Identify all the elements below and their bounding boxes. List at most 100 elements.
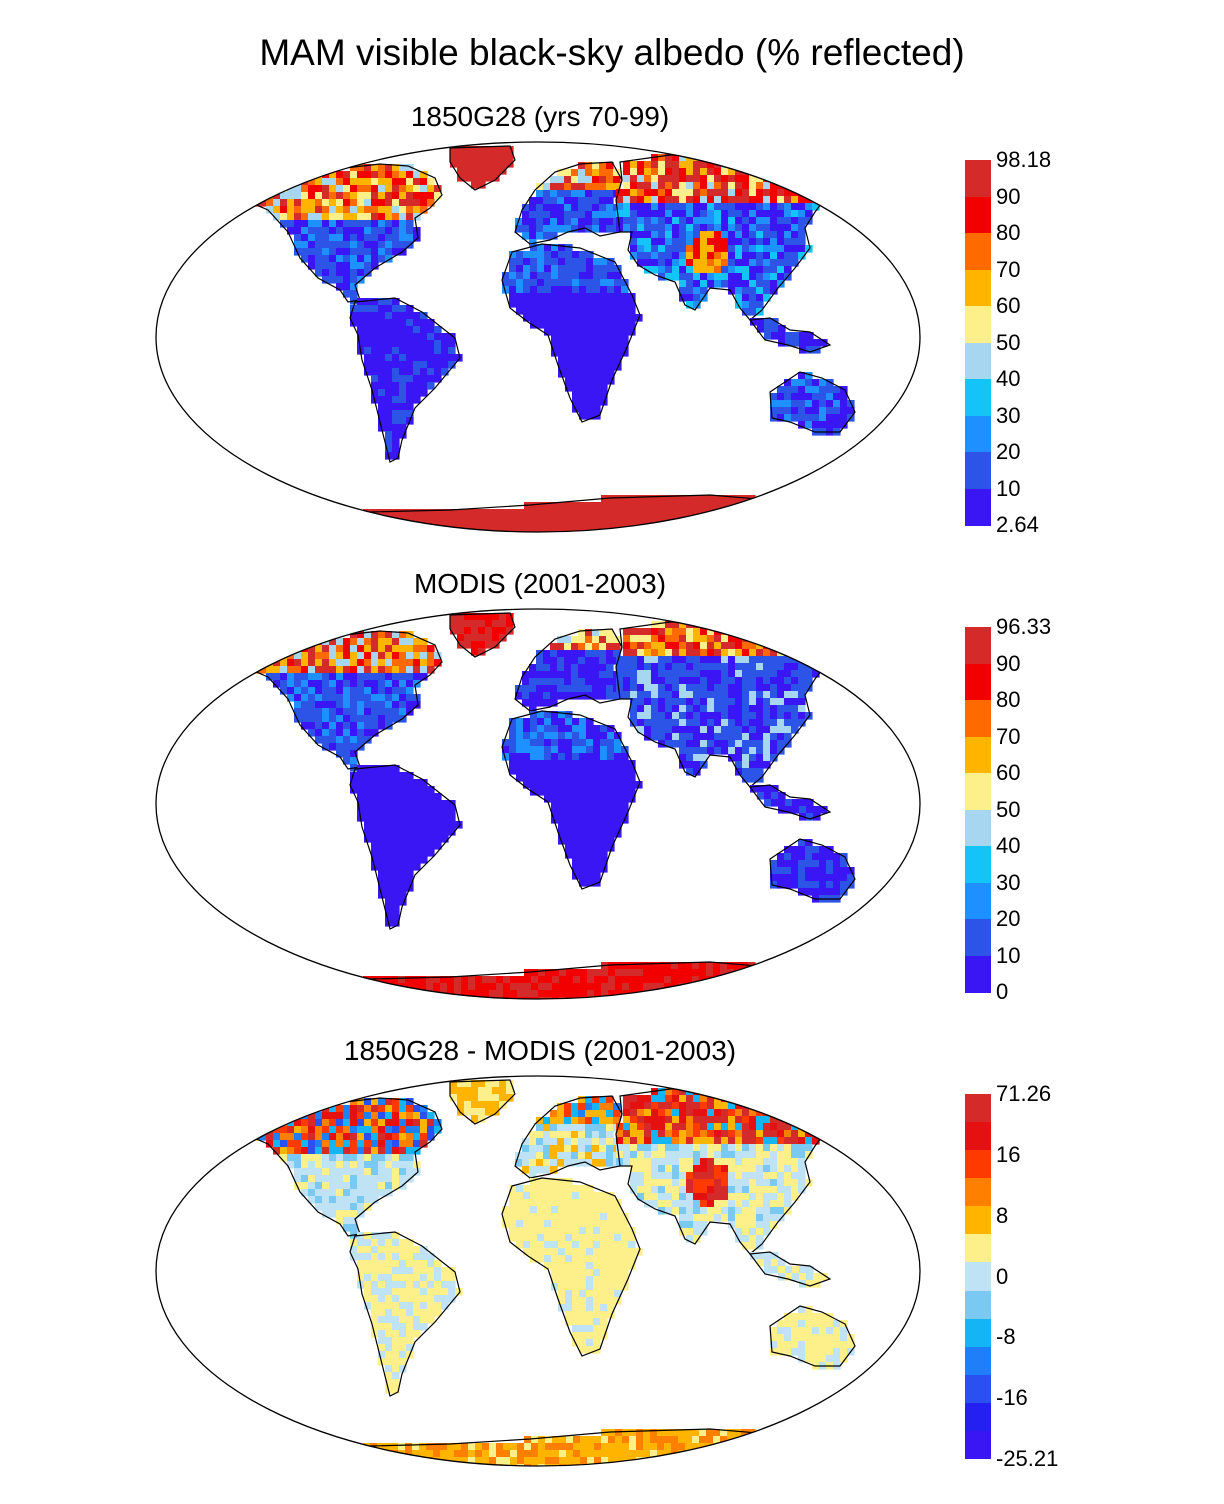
colorbar-label: 90 (996, 186, 1020, 208)
colorbar-swatch (965, 160, 991, 197)
panel-model: 1850G28 (yrs 70-99) 98.18 90 80 70 60 50 40 30 2… (0, 100, 1224, 570)
world-map (150, 140, 930, 540)
colorbar-swatch (965, 1094, 991, 1123)
colorbar-swatch (965, 700, 991, 737)
colorbar-swatch (965, 270, 991, 307)
colorbar-swatch (965, 846, 991, 883)
colorbar-swatch (965, 1319, 991, 1348)
colorbar-swatch (965, 1347, 991, 1376)
colorbar-label: 96.33 (996, 616, 1051, 638)
colorbar-label: 10 (996, 478, 1020, 500)
panel-title: 1850G28 (yrs 70-99) (156, 100, 924, 134)
colorbar-swatch (965, 489, 991, 526)
colorbar-swatch (965, 1403, 991, 1432)
colorbar-swatch (965, 919, 991, 956)
land-europe (515, 629, 630, 714)
colorbar-swatch (965, 1122, 991, 1151)
colorbar-label: 30 (996, 405, 1020, 427)
land-seAsia (750, 318, 830, 354)
colorbar-swatch (965, 416, 991, 453)
colorbar-label: 30 (996, 872, 1020, 894)
land-southAmerica (350, 765, 463, 929)
colorbar-label: 0 (996, 981, 1008, 1003)
land-europe (515, 162, 630, 247)
colorbar-label: -25.21 (996, 1448, 1058, 1470)
land-northAmerica (245, 1098, 442, 1239)
colorbar-swatch (965, 883, 991, 920)
colorbar-swatch (965, 452, 991, 489)
colorbar-label: 60 (996, 295, 1020, 317)
colorbar-label: -8 (996, 1326, 1016, 1348)
land-greenland (450, 146, 515, 190)
land-asia (616, 621, 835, 787)
colorbar-label: 50 (996, 799, 1020, 821)
land-africa (502, 711, 643, 889)
colorbar: 96.33 90 80 70 60 50 40 30 20 10 0 (960, 617, 1070, 1017)
land-northAmerica (245, 631, 442, 772)
colorbar-label: 16 (996, 1144, 1020, 1166)
land-australia (770, 839, 855, 903)
colorbar-swatch (965, 1291, 991, 1320)
colorbar-swatch (965, 1262, 991, 1291)
colorbar-swatch (965, 773, 991, 810)
land-australia (770, 1306, 855, 1370)
colorbar-label: 98.18 (996, 149, 1051, 171)
colorbar-label: 80 (996, 689, 1020, 711)
colorbar-label: 80 (996, 222, 1020, 244)
colorbar-label: 10 (996, 945, 1020, 967)
colorbar-swatch (965, 343, 991, 380)
panel-title: MODIS (2001-2003) (156, 567, 924, 601)
land-antarctica (300, 1429, 790, 1472)
colorbar-label: 2.64 (996, 514, 1039, 536)
land-southAmerica (350, 298, 463, 462)
colorbar-label: 40 (996, 835, 1020, 857)
colorbar-label: 60 (996, 762, 1020, 784)
colorbar-label: 0 (996, 1266, 1008, 1288)
panel-modis: MODIS (2001-2003) 96.33 90 80 70 60 50 40 30 20 1… (0, 567, 1224, 1037)
main-title: MAM visible black-sky albedo (% reflecte… (0, 30, 1224, 76)
colorbar-swatch (965, 1234, 991, 1263)
colorbar-swatch (965, 1178, 991, 1207)
land-greenland (450, 613, 515, 657)
colorbar-label: 71.26 (996, 1083, 1051, 1105)
colorbar: 71.26 16 8 0 -8 -16 -25.21 (960, 1084, 1070, 1484)
colorbar-swatch (965, 1150, 991, 1179)
colorbar-swatch (965, 306, 991, 343)
panel-title: 1850G28 - MODIS (2001-2003) (156, 1034, 924, 1068)
land-seAsia (750, 785, 830, 821)
land-seAsia (750, 1252, 830, 1288)
land-africa (502, 1178, 643, 1356)
colorbar-swatch (965, 379, 991, 416)
colorbar-label: 70 (996, 726, 1020, 748)
colorbar: 98.18 90 80 70 60 50 40 30 20 10 2.64 (960, 150, 1070, 550)
land-northAmerica (245, 164, 442, 305)
land-antarctica (300, 495, 790, 538)
colorbar-swatch (965, 664, 991, 701)
colorbar-swatch (965, 956, 991, 993)
land-asia (616, 1088, 835, 1254)
colorbar-label: 20 (996, 441, 1020, 463)
colorbar-label: 40 (996, 368, 1020, 390)
world-map (150, 1074, 930, 1474)
colorbar-swatch (965, 197, 991, 234)
colorbar-label: 70 (996, 259, 1020, 281)
colorbar-label: 50 (996, 332, 1020, 354)
land-greenland (450, 1080, 515, 1124)
panel-difference: 1850G28 - MODIS (2001-2003) 71.26 16 8 0 -8 -… (0, 1034, 1224, 1504)
land-antarctica (300, 962, 790, 1005)
land-asia (616, 154, 835, 320)
land-africa (502, 244, 643, 422)
colorbar-label: -16 (996, 1387, 1028, 1409)
colorbar-swatch (965, 627, 991, 664)
colorbar-swatch (965, 233, 991, 270)
colorbar-swatch (965, 1431, 991, 1460)
world-map (150, 607, 930, 1007)
land-southAmerica (350, 1232, 463, 1396)
colorbar-swatch (965, 737, 991, 774)
colorbar-swatch (965, 1206, 991, 1235)
colorbar-label: 20 (996, 908, 1020, 930)
colorbar-label: 90 (996, 653, 1020, 675)
land-europe (515, 1096, 630, 1181)
colorbar-swatch (965, 810, 991, 847)
colorbar-label: 8 (996, 1205, 1008, 1227)
